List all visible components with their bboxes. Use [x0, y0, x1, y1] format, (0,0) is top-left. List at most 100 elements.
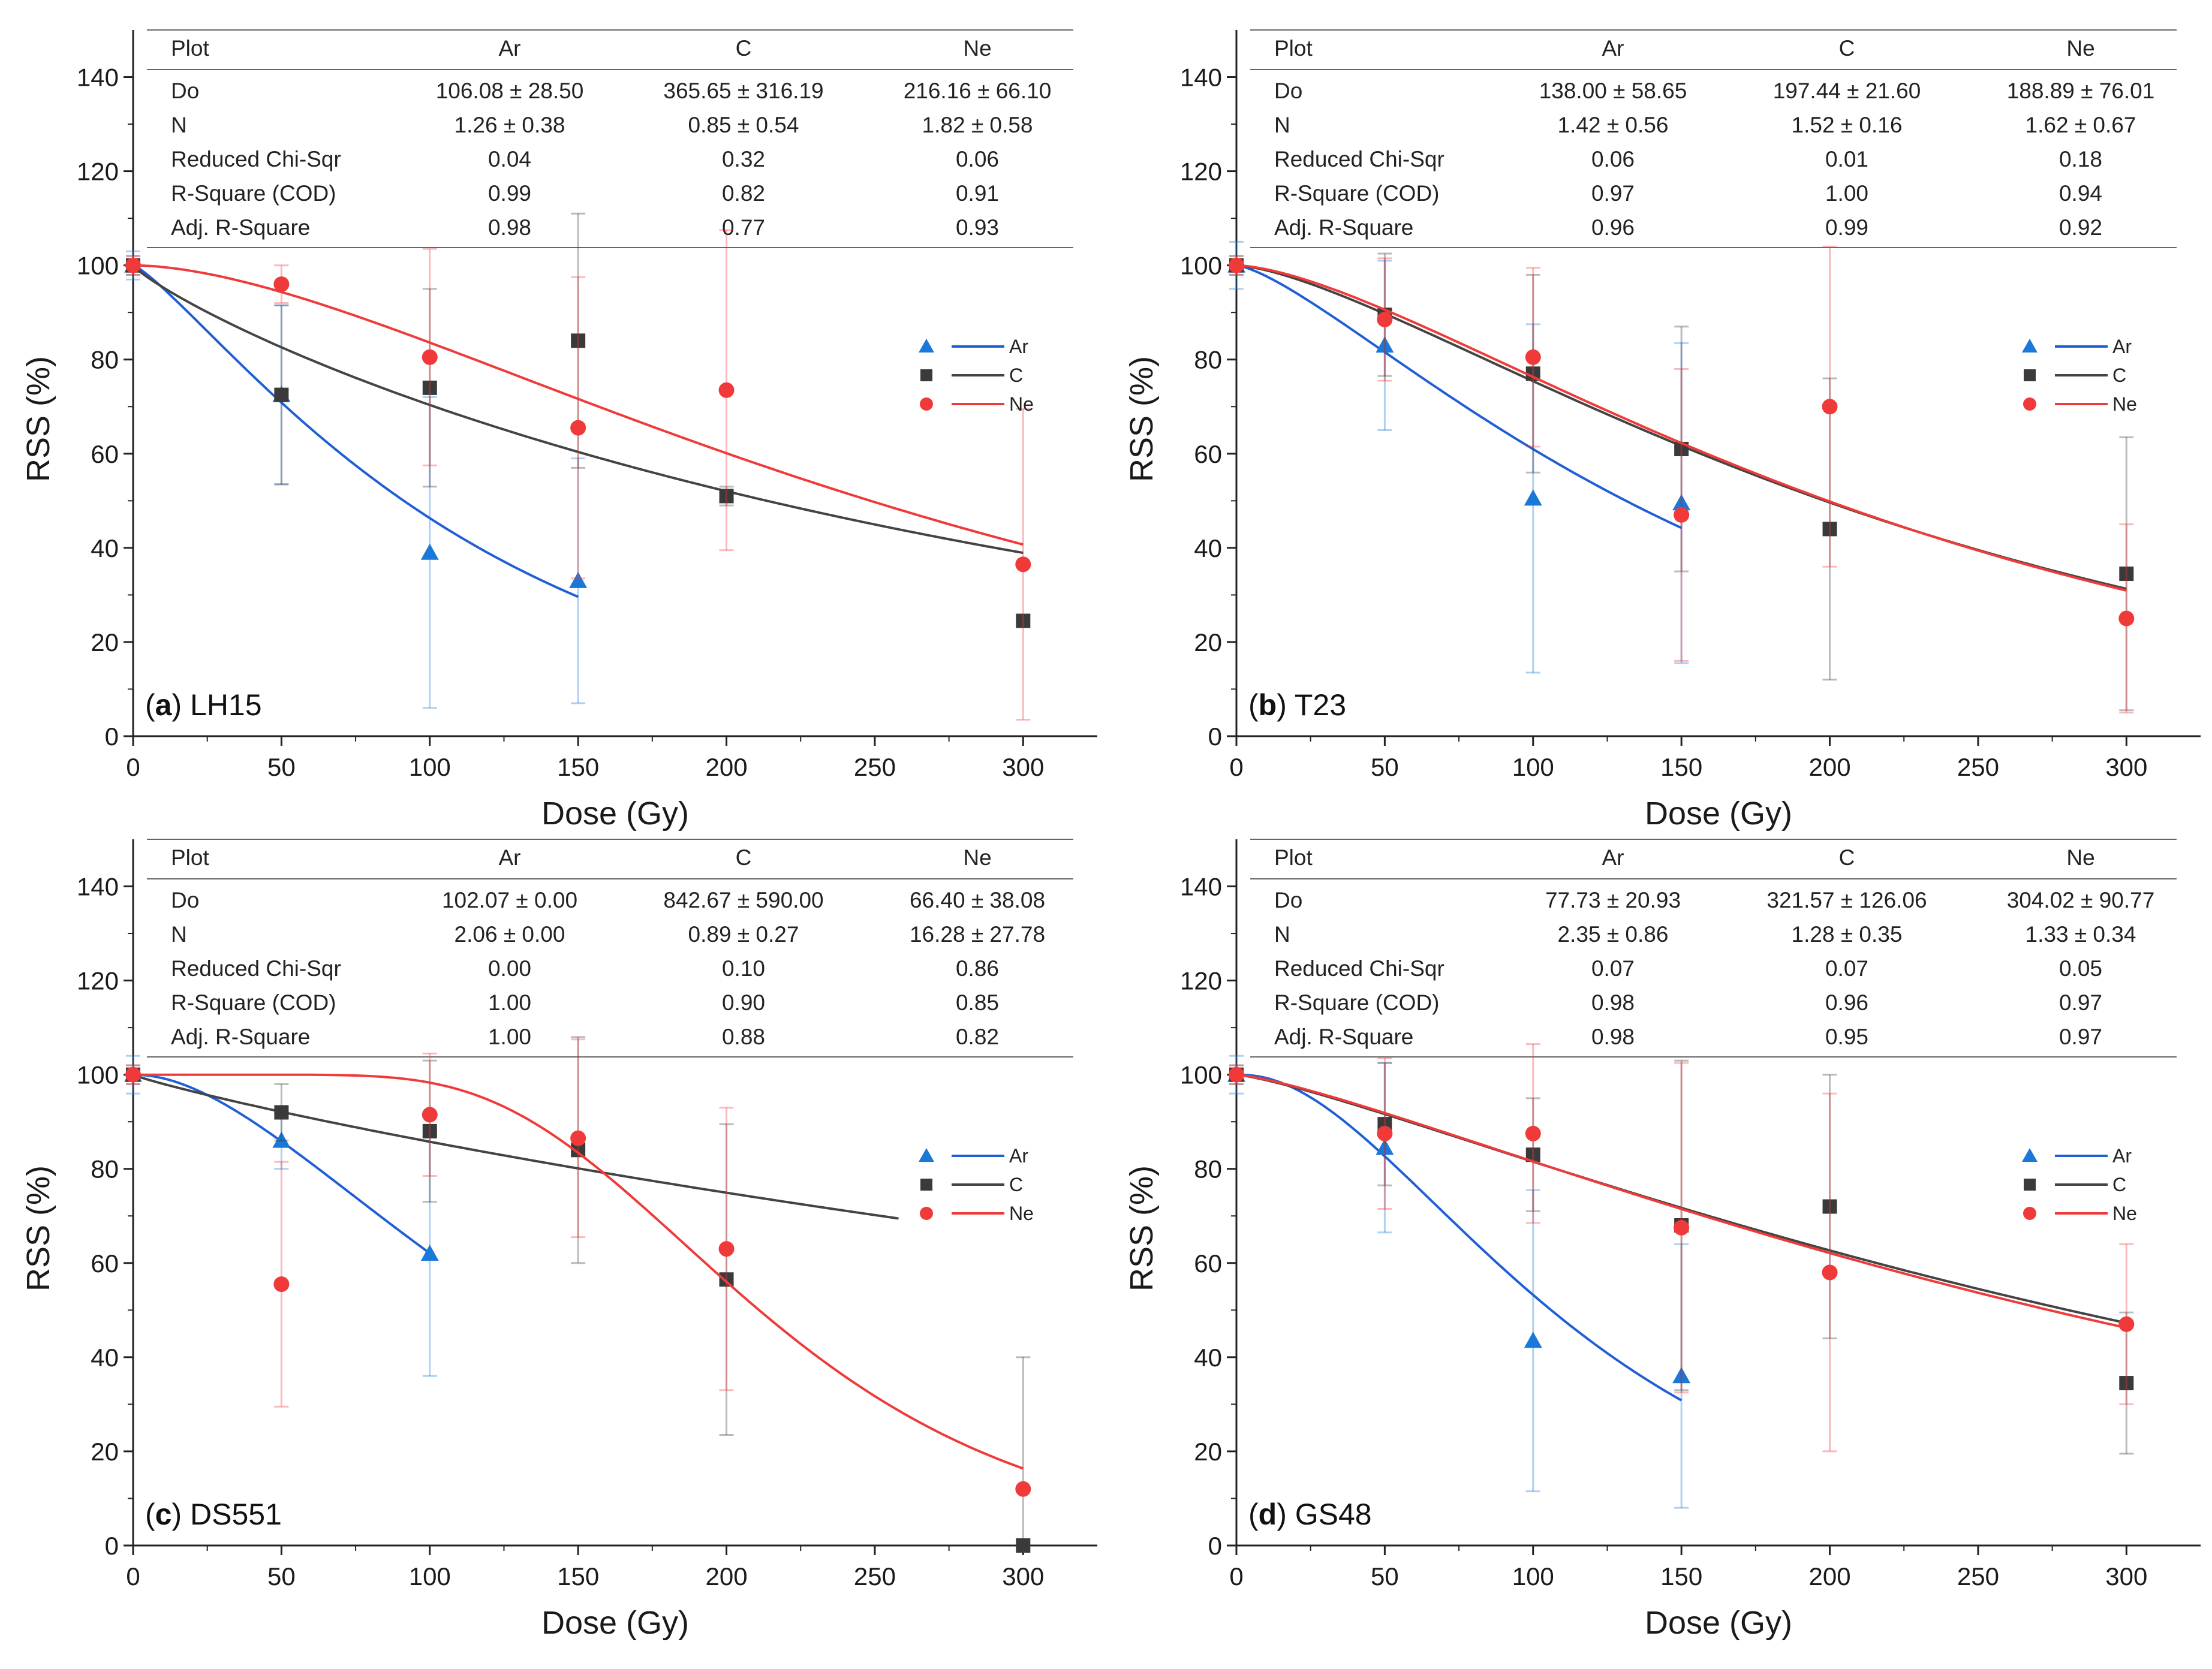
- table-cell: Do: [171, 888, 199, 912]
- x-tick-label: 0: [1229, 1562, 1243, 1590]
- panel-label-id: d: [1259, 1498, 1277, 1531]
- table-cell: Do: [171, 79, 199, 103]
- series-ne: [1229, 1043, 2135, 1453]
- table-header-cell: C: [736, 845, 752, 870]
- fit-line: [1236, 1073, 2127, 1329]
- data-point: [422, 349, 438, 365]
- legend-label: Ne: [2112, 1203, 2137, 1224]
- table-cell: 0.92: [2059, 215, 2102, 240]
- data-point: [1822, 522, 1837, 537]
- panel-label-id: c: [155, 1498, 172, 1531]
- x-tick-label: 300: [1002, 753, 1044, 781]
- legend-marker: [2022, 339, 2038, 353]
- panel-label-name: ) DS551: [171, 1498, 281, 1531]
- legend-marker: [919, 339, 934, 353]
- table-cell: 0.07: [1591, 956, 1635, 981]
- data-point: [1524, 1331, 1542, 1348]
- y-tick-label: 40: [91, 534, 119, 562]
- table-cell: N: [1274, 922, 1290, 947]
- x-tick-label: 0: [126, 1562, 140, 1590]
- table-cell: N: [171, 922, 187, 947]
- x-tick-label: 250: [1957, 1562, 1999, 1590]
- table-cell: 0.06: [956, 147, 999, 171]
- legend-marker: [920, 397, 933, 411]
- fit-line: [1236, 1073, 1683, 1402]
- panel-d: 0 20 40 60 80 100 120 140 0 50 100 150 200 250 300 Dose…: [1124, 839, 2201, 1641]
- table-header-cell: Plot: [171, 36, 209, 61]
- table-cell: 1.26 ± 0.38: [455, 113, 565, 137]
- panel-label: (a) LH15: [145, 688, 262, 722]
- data-point: [569, 571, 588, 588]
- legend-marker: [2024, 1179, 2036, 1191]
- data-point: [125, 257, 141, 273]
- table-cell: 0.00: [488, 956, 531, 981]
- legend-label: Ne: [1009, 393, 1034, 415]
- series-ar: [1227, 1055, 1691, 1509]
- y-tick-label: 140: [1180, 64, 1222, 92]
- y-tick-label: 40: [1194, 534, 1222, 562]
- table-cell: 0.10: [722, 956, 765, 981]
- y-tick-label: 40: [1194, 1343, 1222, 1372]
- y-tick-label: 60: [1194, 1249, 1222, 1278]
- legend-label: Ne: [2112, 393, 2137, 415]
- y-tick-label: 40: [91, 1343, 119, 1372]
- y-tick-label: 100: [77, 1061, 119, 1089]
- table-cell: 2.35 ± 0.86: [1558, 922, 1669, 947]
- data-point: [1377, 311, 1393, 327]
- x-tick-label: 100: [409, 753, 451, 781]
- table-cell: 2.06 ± 0.00: [455, 922, 565, 947]
- table-cell: 0.06: [1591, 147, 1635, 171]
- table-header-cell: Ne: [2066, 36, 2094, 61]
- table-cell: 77.73 ± 20.93: [1545, 888, 1681, 912]
- table-cell: 0.96: [1825, 990, 1868, 1015]
- data-point: [2118, 1316, 2135, 1332]
- legend: Ar C Ne: [2022, 1145, 2137, 1224]
- table-cell: 0.91: [956, 181, 999, 206]
- fit-line: [133, 1073, 899, 1220]
- x-tick-label: 100: [1512, 753, 1554, 781]
- legend: Ar C Ne: [919, 336, 1034, 415]
- table-cell: 0.89 ± 0.27: [688, 922, 799, 947]
- fit-table: Plot Ar C Ne Do 138.00 ± 58.65 197.44 ± 21.60 1…: [1250, 29, 2177, 248]
- x-tick-label: 250: [854, 1562, 896, 1590]
- data-point: [1822, 1199, 1837, 1214]
- series-ne: [125, 1038, 1031, 1497]
- legend-marker: [2024, 369, 2036, 381]
- table-cell: R-Square (COD): [171, 990, 336, 1015]
- legend: Ar C Ne: [919, 1145, 1034, 1224]
- table-cell: 0.88: [722, 1025, 765, 1049]
- legend-label: Ne: [1009, 1203, 1034, 1224]
- table-cell: Reduced Chi-Sqr: [171, 147, 341, 171]
- data-point: [1822, 1264, 1838, 1281]
- data-point: [274, 387, 289, 402]
- table-cell: 1.28 ± 0.35: [1792, 922, 1903, 947]
- data-point: [1376, 336, 1394, 353]
- table-cell: Adj. R-Square: [1274, 1025, 1413, 1049]
- legend-label: C: [1009, 364, 1023, 386]
- table-header-cell: Plot: [1274, 36, 1313, 61]
- panel-label: (c) DS551: [145, 1498, 282, 1531]
- table-header-cell: Plot: [171, 845, 209, 870]
- table-cell: 321.57 ± 126.06: [1766, 888, 1927, 912]
- table-cell: 138.00 ± 58.65: [1539, 79, 1687, 103]
- y-axis-title: RSS (%): [20, 356, 56, 482]
- table-cell: Reduced Chi-Sqr: [1274, 147, 1444, 171]
- x-tick-label: 0: [126, 753, 140, 781]
- panel-label-name: ) T23: [1277, 688, 1346, 722]
- table-cell: 0.99: [488, 181, 531, 206]
- y-tick-label: 120: [1180, 967, 1222, 995]
- y-tick-label: 60: [1194, 440, 1222, 468]
- x-axis-title: Dose (Gy): [541, 796, 689, 832]
- fit-line: [133, 264, 1024, 546]
- legend-label: Ar: [1009, 336, 1028, 357]
- table-cell: 1.62 ± 0.67: [2026, 113, 2136, 137]
- data-point: [1016, 613, 1031, 628]
- fit-line: [132, 264, 1024, 555]
- table-cell: 0.98: [488, 215, 531, 240]
- data-point: [2119, 567, 2134, 582]
- table-header-cell: Ar: [499, 845, 521, 870]
- data-point: [1229, 1067, 1244, 1083]
- table-cell: 0.98: [1591, 1025, 1635, 1049]
- data-point: [570, 420, 586, 436]
- table-cell: 0.94: [2059, 181, 2102, 206]
